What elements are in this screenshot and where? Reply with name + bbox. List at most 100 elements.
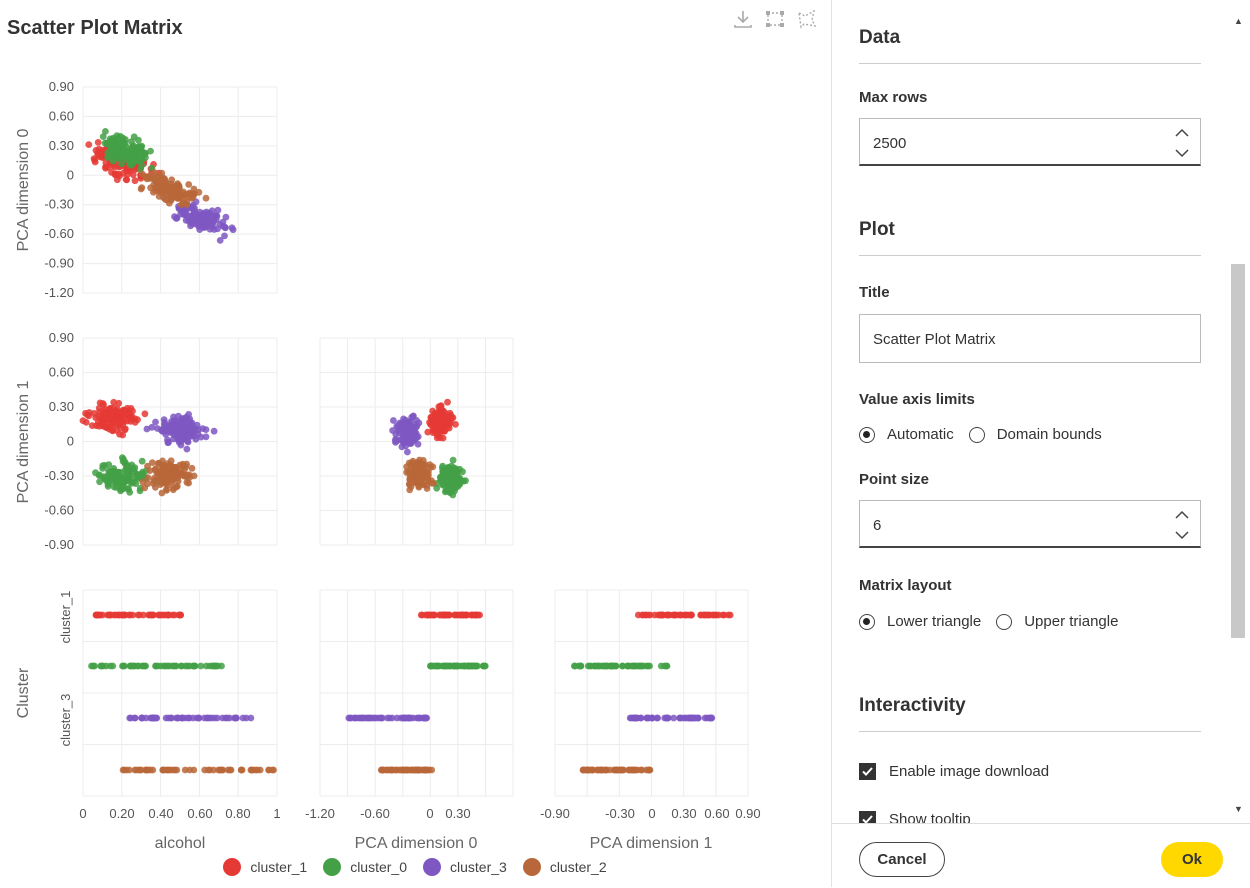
data-point[interactable]: [657, 662, 665, 670]
data-point[interactable]: [676, 611, 683, 619]
data-point[interactable]: [480, 662, 487, 670]
data-point[interactable]: [178, 714, 186, 722]
data-point[interactable]: [151, 169, 159, 177]
data-point[interactable]: [161, 766, 168, 774]
data-point[interactable]: [181, 766, 189, 774]
data-point[interactable]: [584, 662, 592, 670]
data-point[interactable]: [126, 489, 134, 496]
data-point[interactable]: [168, 475, 176, 483]
data-point[interactable]: [441, 611, 449, 619]
data-point[interactable]: [114, 134, 122, 142]
data-point[interactable]: [237, 766, 245, 774]
data-point[interactable]: [118, 417, 126, 425]
data-point[interactable]: [162, 179, 170, 187]
data-point[interactable]: [219, 222, 227, 230]
radio-automatic-label[interactable]: Automatic: [887, 426, 954, 443]
data-point[interactable]: [597, 766, 605, 774]
data-point[interactable]: [223, 714, 231, 722]
data-point[interactable]: [195, 714, 203, 722]
data-point[interactable]: [131, 714, 139, 722]
data-point[interactable]: [111, 611, 118, 619]
data-points[interactable]: [79, 127, 734, 774]
data-point[interactable]: [157, 473, 165, 481]
data-point[interactable]: [129, 407, 136, 415]
data-point[interactable]: [111, 469, 119, 477]
data-point[interactable]: [130, 133, 138, 141]
data-point[interactable]: [126, 414, 134, 422]
data-point[interactable]: [209, 662, 217, 670]
data-point[interactable]: [185, 193, 193, 201]
data-point[interactable]: [172, 464, 180, 472]
data-point[interactable]: [142, 154, 149, 162]
data-point[interactable]: [98, 415, 106, 423]
data-point[interactable]: [405, 714, 413, 722]
data-point[interactable]: [164, 462, 172, 470]
data-point[interactable]: [164, 422, 172, 430]
data-point[interactable]: [139, 662, 147, 670]
data-point[interactable]: [164, 186, 172, 193]
data-point[interactable]: [161, 196, 169, 203]
data-point[interactable]: [159, 457, 166, 465]
data-point[interactable]: [141, 484, 149, 492]
data-point[interactable]: [433, 416, 441, 423]
data-point[interactable]: [190, 766, 198, 774]
data-point[interactable]: [229, 226, 237, 234]
data-point[interactable]: [156, 611, 164, 619]
legend-item[interactable]: cluster_2: [522, 858, 607, 876]
data-point[interactable]: [131, 177, 139, 185]
data-point[interactable]: [424, 428, 432, 436]
data-point[interactable]: [170, 470, 178, 478]
data-point[interactable]: [184, 662, 192, 670]
data-point[interactable]: [150, 181, 158, 189]
data-point[interactable]: [170, 435, 177, 443]
data-point[interactable]: [629, 662, 637, 670]
data-point[interactable]: [177, 210, 185, 218]
data-point[interactable]: [451, 467, 458, 475]
data-point[interactable]: [139, 478, 147, 486]
data-point[interactable]: [202, 662, 210, 670]
data-point[interactable]: [637, 766, 645, 774]
data-point[interactable]: [383, 766, 391, 774]
data-point[interactable]: [120, 484, 128, 492]
data-point[interactable]: [406, 476, 414, 483]
point-size-value[interactable]: 6: [873, 517, 882, 534]
data-point[interactable]: [92, 611, 100, 619]
data-point[interactable]: [95, 404, 103, 412]
data-point[interactable]: [409, 469, 417, 477]
data-point[interactable]: [138, 766, 145, 774]
download-icon[interactable]: [732, 8, 754, 30]
data-point[interactable]: [451, 662, 458, 670]
data-point[interactable]: [347, 714, 355, 722]
radio-domain-bounds[interactable]: [968, 426, 985, 443]
data-point[interactable]: [138, 714, 146, 722]
data-point[interactable]: [626, 714, 634, 722]
data-point[interactable]: [413, 434, 421, 441]
max-rows-value[interactable]: 2500: [873, 135, 907, 152]
data-point[interactable]: [99, 133, 107, 141]
data-point[interactable]: [138, 161, 146, 169]
data-point[interactable]: [448, 414, 456, 422]
data-point[interactable]: [368, 714, 376, 722]
data-point[interactable]: [637, 662, 645, 670]
decrement-icon[interactable]: [1174, 147, 1190, 159]
data-point[interactable]: [106, 406, 114, 414]
data-point[interactable]: [91, 158, 99, 166]
increment-icon[interactable]: [1174, 127, 1190, 139]
data-point[interactable]: [92, 469, 99, 477]
data-point[interactable]: [619, 662, 626, 670]
data-point[interactable]: [99, 422, 107, 430]
data-point[interactable]: [405, 436, 413, 443]
data-point[interactable]: [168, 714, 176, 722]
radio-upper-triangle-label[interactable]: Upper triangle: [1024, 613, 1119, 630]
data-point[interactable]: [96, 399, 104, 407]
data-point[interactable]: [129, 171, 137, 179]
data-point[interactable]: [124, 462, 132, 470]
data-point[interactable]: [134, 416, 141, 424]
data-point[interactable]: [122, 176, 130, 183]
data-point[interactable]: [701, 714, 709, 722]
data-point[interactable]: [588, 766, 596, 774]
data-point[interactable]: [417, 611, 425, 619]
data-point[interactable]: [404, 448, 411, 456]
data-point[interactable]: [175, 412, 182, 420]
data-point[interactable]: [459, 468, 466, 476]
